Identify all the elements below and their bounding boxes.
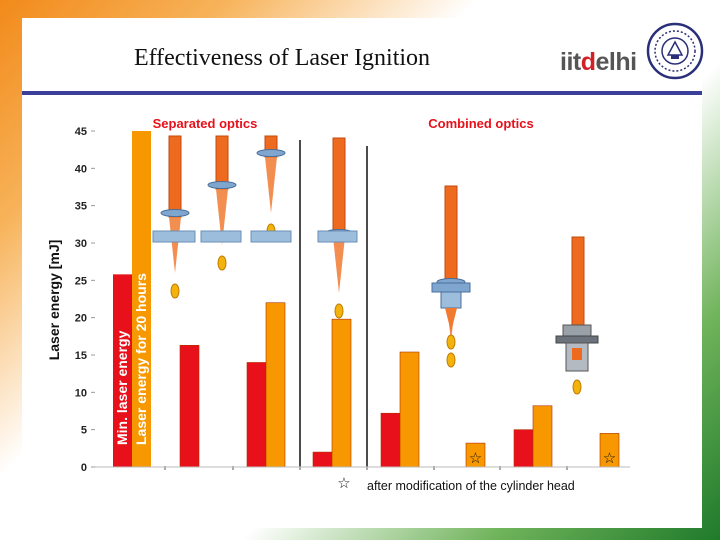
y-tick-label: 25: [75, 275, 87, 287]
footnote-text: after modification of the cylinder head: [367, 479, 575, 493]
data-bar: [179, 344, 200, 468]
laser-beam: [444, 185, 458, 287]
y-tick-label: 15: [75, 350, 87, 362]
y-tick-label: 20: [75, 313, 87, 325]
focused-beam: [445, 308, 457, 332]
y-tick-label: 45: [75, 126, 87, 138]
spark-icon: [446, 334, 456, 350]
data-bar: [532, 405, 553, 468]
data-bar: [513, 429, 534, 468]
legend-label: Laser energy for 20 hours: [133, 273, 149, 445]
legend-label: Min. laser energy: [114, 330, 130, 445]
spark-icon: [217, 255, 227, 271]
group-header: Combined optics: [428, 116, 533, 131]
focused-beam: [333, 237, 345, 293]
spark-icon: [572, 379, 582, 395]
y-tick-label: 30: [75, 238, 87, 250]
group-header: Separated optics: [153, 116, 258, 131]
y-tick-label: 5: [81, 425, 87, 437]
logo-part-iit: iit: [560, 48, 581, 76]
lens-icon: [256, 149, 286, 157]
title-rule: [22, 91, 702, 95]
y-tick-label: 10: [75, 387, 87, 399]
data-bar: [331, 318, 352, 468]
laser-beam: [571, 236, 585, 331]
institute-seal-icon: [646, 22, 704, 80]
logo-part-elhi: elhi: [595, 48, 638, 76]
data-bar: [312, 451, 333, 468]
laser-beam: [168, 135, 182, 218]
laser-beam: [332, 137, 346, 238]
spark-icon: [170, 283, 180, 299]
window-plate: [250, 230, 292, 243]
window-plate: [317, 230, 358, 243]
laser-beam: [572, 348, 582, 360]
institute-logo: iitdelhi: [560, 48, 637, 77]
footnote-star: ☆: [337, 475, 350, 492]
spark-plug-module: [555, 335, 599, 344]
focused-beam: [265, 157, 277, 213]
laser-beam-illustration: [207, 135, 237, 271]
lens-icon: [207, 181, 237, 189]
y-axis-label: Laser energy [mJ]: [46, 240, 62, 361]
window-plate: [440, 291, 462, 309]
window-plate: [200, 230, 242, 243]
window-plate: [152, 230, 196, 243]
logo-part-d: d: [580, 48, 596, 76]
slide-title: Effectiveness of Laser Ignition: [133, 44, 431, 71]
legend-bar: [132, 131, 151, 467]
data-bar: [399, 351, 420, 468]
spark-icon: [334, 303, 344, 319]
lens-icon: [160, 209, 190, 217]
lens-holder: [431, 282, 471, 293]
focused-beam: [216, 189, 228, 245]
laser-beam-illustration: [571, 236, 585, 331]
data-bar: [265, 302, 286, 468]
star-marker: ☆: [469, 450, 482, 467]
data-bar: [380, 412, 401, 468]
y-tick-label: 40: [75, 163, 87, 175]
star-marker: ☆: [603, 450, 616, 467]
data-bar: [246, 362, 267, 468]
y-tick-label: 0: [81, 462, 87, 474]
legend-bar: [113, 274, 132, 467]
y-tick-label: 35: [75, 201, 87, 213]
spark-icon: [446, 352, 456, 368]
